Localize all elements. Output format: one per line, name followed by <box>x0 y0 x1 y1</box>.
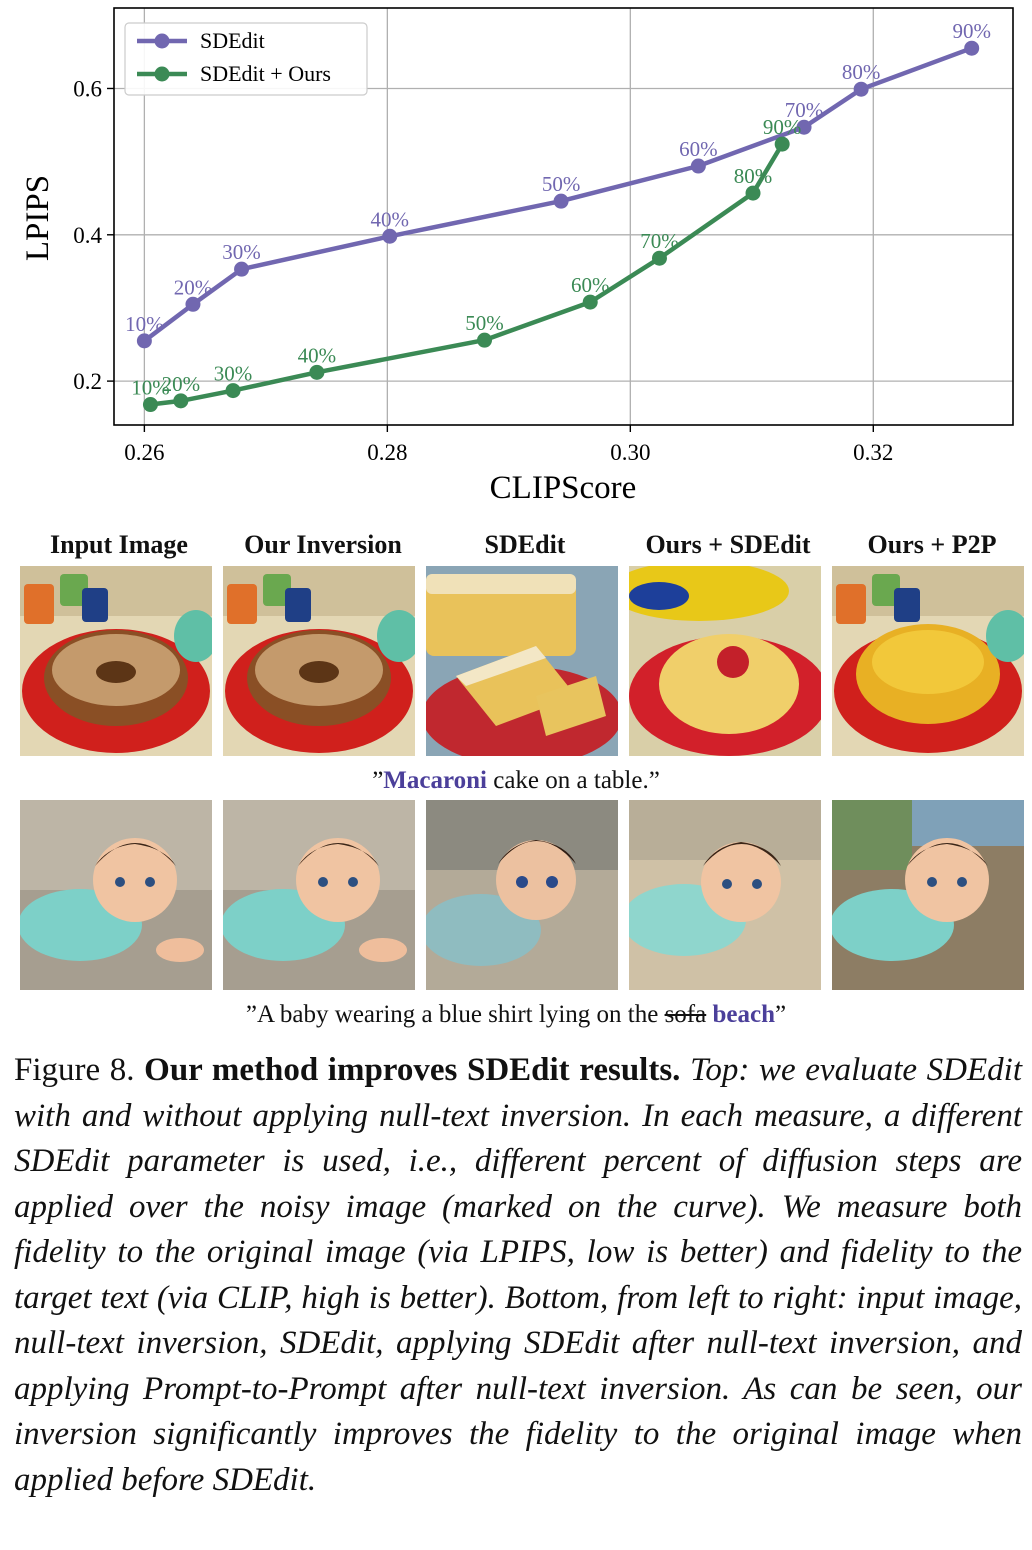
data-point <box>964 40 980 56</box>
baby-ours-sdedit-image <box>629 800 821 990</box>
data-label: 60% <box>679 137 718 161</box>
column-header-ours-sdedit: Ours + SDEdit <box>645 530 811 559</box>
chart-ticks: 0.26 0.28 0.30 0.32 0.2 0.4 0.6 <box>73 76 893 465</box>
column-header-ours-p2p: Ours + P2P <box>867 530 997 559</box>
data-point <box>651 250 667 266</box>
prompt-highlight-beach: beach <box>712 1001 775 1028</box>
data-point <box>382 228 398 244</box>
data-point <box>185 296 201 312</box>
prompt-macaroni: ”Macaroni cake on a table.” <box>0 766 1032 796</box>
baby-our-inversion-image <box>223 800 415 990</box>
cake-ours-sdedit-image <box>629 566 821 756</box>
sdedit-lpips-clipscore-chart: 0.26 0.28 0.30 0.320.20.40.6 10%20%30%40%50… <box>20 7 1014 506</box>
data-label: 50% <box>542 172 581 196</box>
y-axis-label: LPIPS <box>20 175 56 261</box>
data-label: 80% <box>842 60 881 84</box>
data-point <box>136 333 152 349</box>
data-label: 90% <box>952 19 991 43</box>
data-point <box>553 193 569 209</box>
data-point <box>774 136 790 152</box>
data-label: 70% <box>640 229 679 253</box>
data-point <box>225 383 241 399</box>
legend: SDEdit SDEdit + Ours <box>124 22 368 96</box>
prompt-quote-close: ” <box>774 1001 787 1028</box>
data-point <box>853 81 869 97</box>
caption-figure-label: Figure 8. <box>14 1052 135 1088</box>
y-tick-label: 0.4 <box>73 223 102 248</box>
data-label: 80% <box>734 164 773 188</box>
plot-frame <box>113 7 1014 426</box>
figure-caption: Figure 8. Our method improves SDEdit res… <box>14 1048 1022 1503</box>
legend-marker-sdedit-ours <box>154 66 170 82</box>
column-header-input-image: Input Image <box>50 530 188 559</box>
legend-label-sdedit: SDEdit <box>200 28 265 53</box>
data-label: 30% <box>214 362 253 386</box>
cake-sdedit-image <box>426 566 618 756</box>
prompt-rest: cake on a table.” <box>486 767 660 794</box>
baby-input-image <box>20 800 212 990</box>
data-label: 90% <box>763 115 802 139</box>
column-header-our-inversion: Our Inversion <box>244 530 402 559</box>
prompt-quote-open: ” <box>372 767 384 794</box>
y-tick-label: 0.6 <box>73 76 102 101</box>
data-point <box>234 261 250 277</box>
data-point <box>796 119 812 135</box>
baby-sdedit-image <box>426 800 618 990</box>
column-header-sdedit: SDEdit <box>484 530 566 559</box>
data-label: 10% <box>125 312 164 336</box>
cake-input-image <box>20 566 212 756</box>
data-label: 10% <box>131 376 170 400</box>
cake-ours-p2p-image <box>832 566 1024 756</box>
data-label: 30% <box>222 240 261 264</box>
data-label: 40% <box>371 207 410 231</box>
chart-series: 10%20%30%40%50%60%70%80%90%10%20% 30%40%5… <box>125 19 991 413</box>
caption-title: Our method improves SDEdit results. <box>144 1052 681 1088</box>
x-axis-label: CLIPScore <box>490 470 637 506</box>
prompt-pre: ”A baby wearing a blue shirt lying on th… <box>245 1001 665 1028</box>
data-label: 20% <box>162 372 201 396</box>
data-point <box>690 158 706 174</box>
data-label: 40% <box>298 343 337 367</box>
data-point <box>582 294 598 310</box>
prompt-highlight-macaroni: Macaroni <box>383 767 487 794</box>
x-tick-label: 0.30 <box>610 440 650 465</box>
data-point <box>477 332 493 348</box>
y-tick-label: 0.2 <box>73 369 102 394</box>
x-tick-label: 0.32 <box>853 440 893 465</box>
prompt-baby: ”A baby wearing a blue shirt lying on th… <box>0 1000 1032 1030</box>
data-point <box>745 185 761 201</box>
data-point <box>173 393 189 409</box>
data-label: 20% <box>174 275 213 299</box>
prompt-struck-sofa: sofa <box>664 1001 707 1028</box>
x-tick-label: 0.28 <box>367 440 407 465</box>
data-label: 60% <box>571 273 610 297</box>
data-point <box>309 364 325 380</box>
legend-label-sdedit-ours: SDEdit + Ours <box>200 61 331 86</box>
data-point <box>142 397 158 413</box>
baby-ours-p2p-image <box>832 800 1024 990</box>
data-label: 70% <box>785 98 824 122</box>
x-tick-label: 0.26 <box>124 440 164 465</box>
data-label: 50% <box>465 311 504 335</box>
legend-marker-sdedit <box>154 33 170 49</box>
caption-body: Top: we evalu­ate SDEdit with and withou… <box>14 1052 1022 1498</box>
cake-our-inversion-image <box>223 566 415 756</box>
